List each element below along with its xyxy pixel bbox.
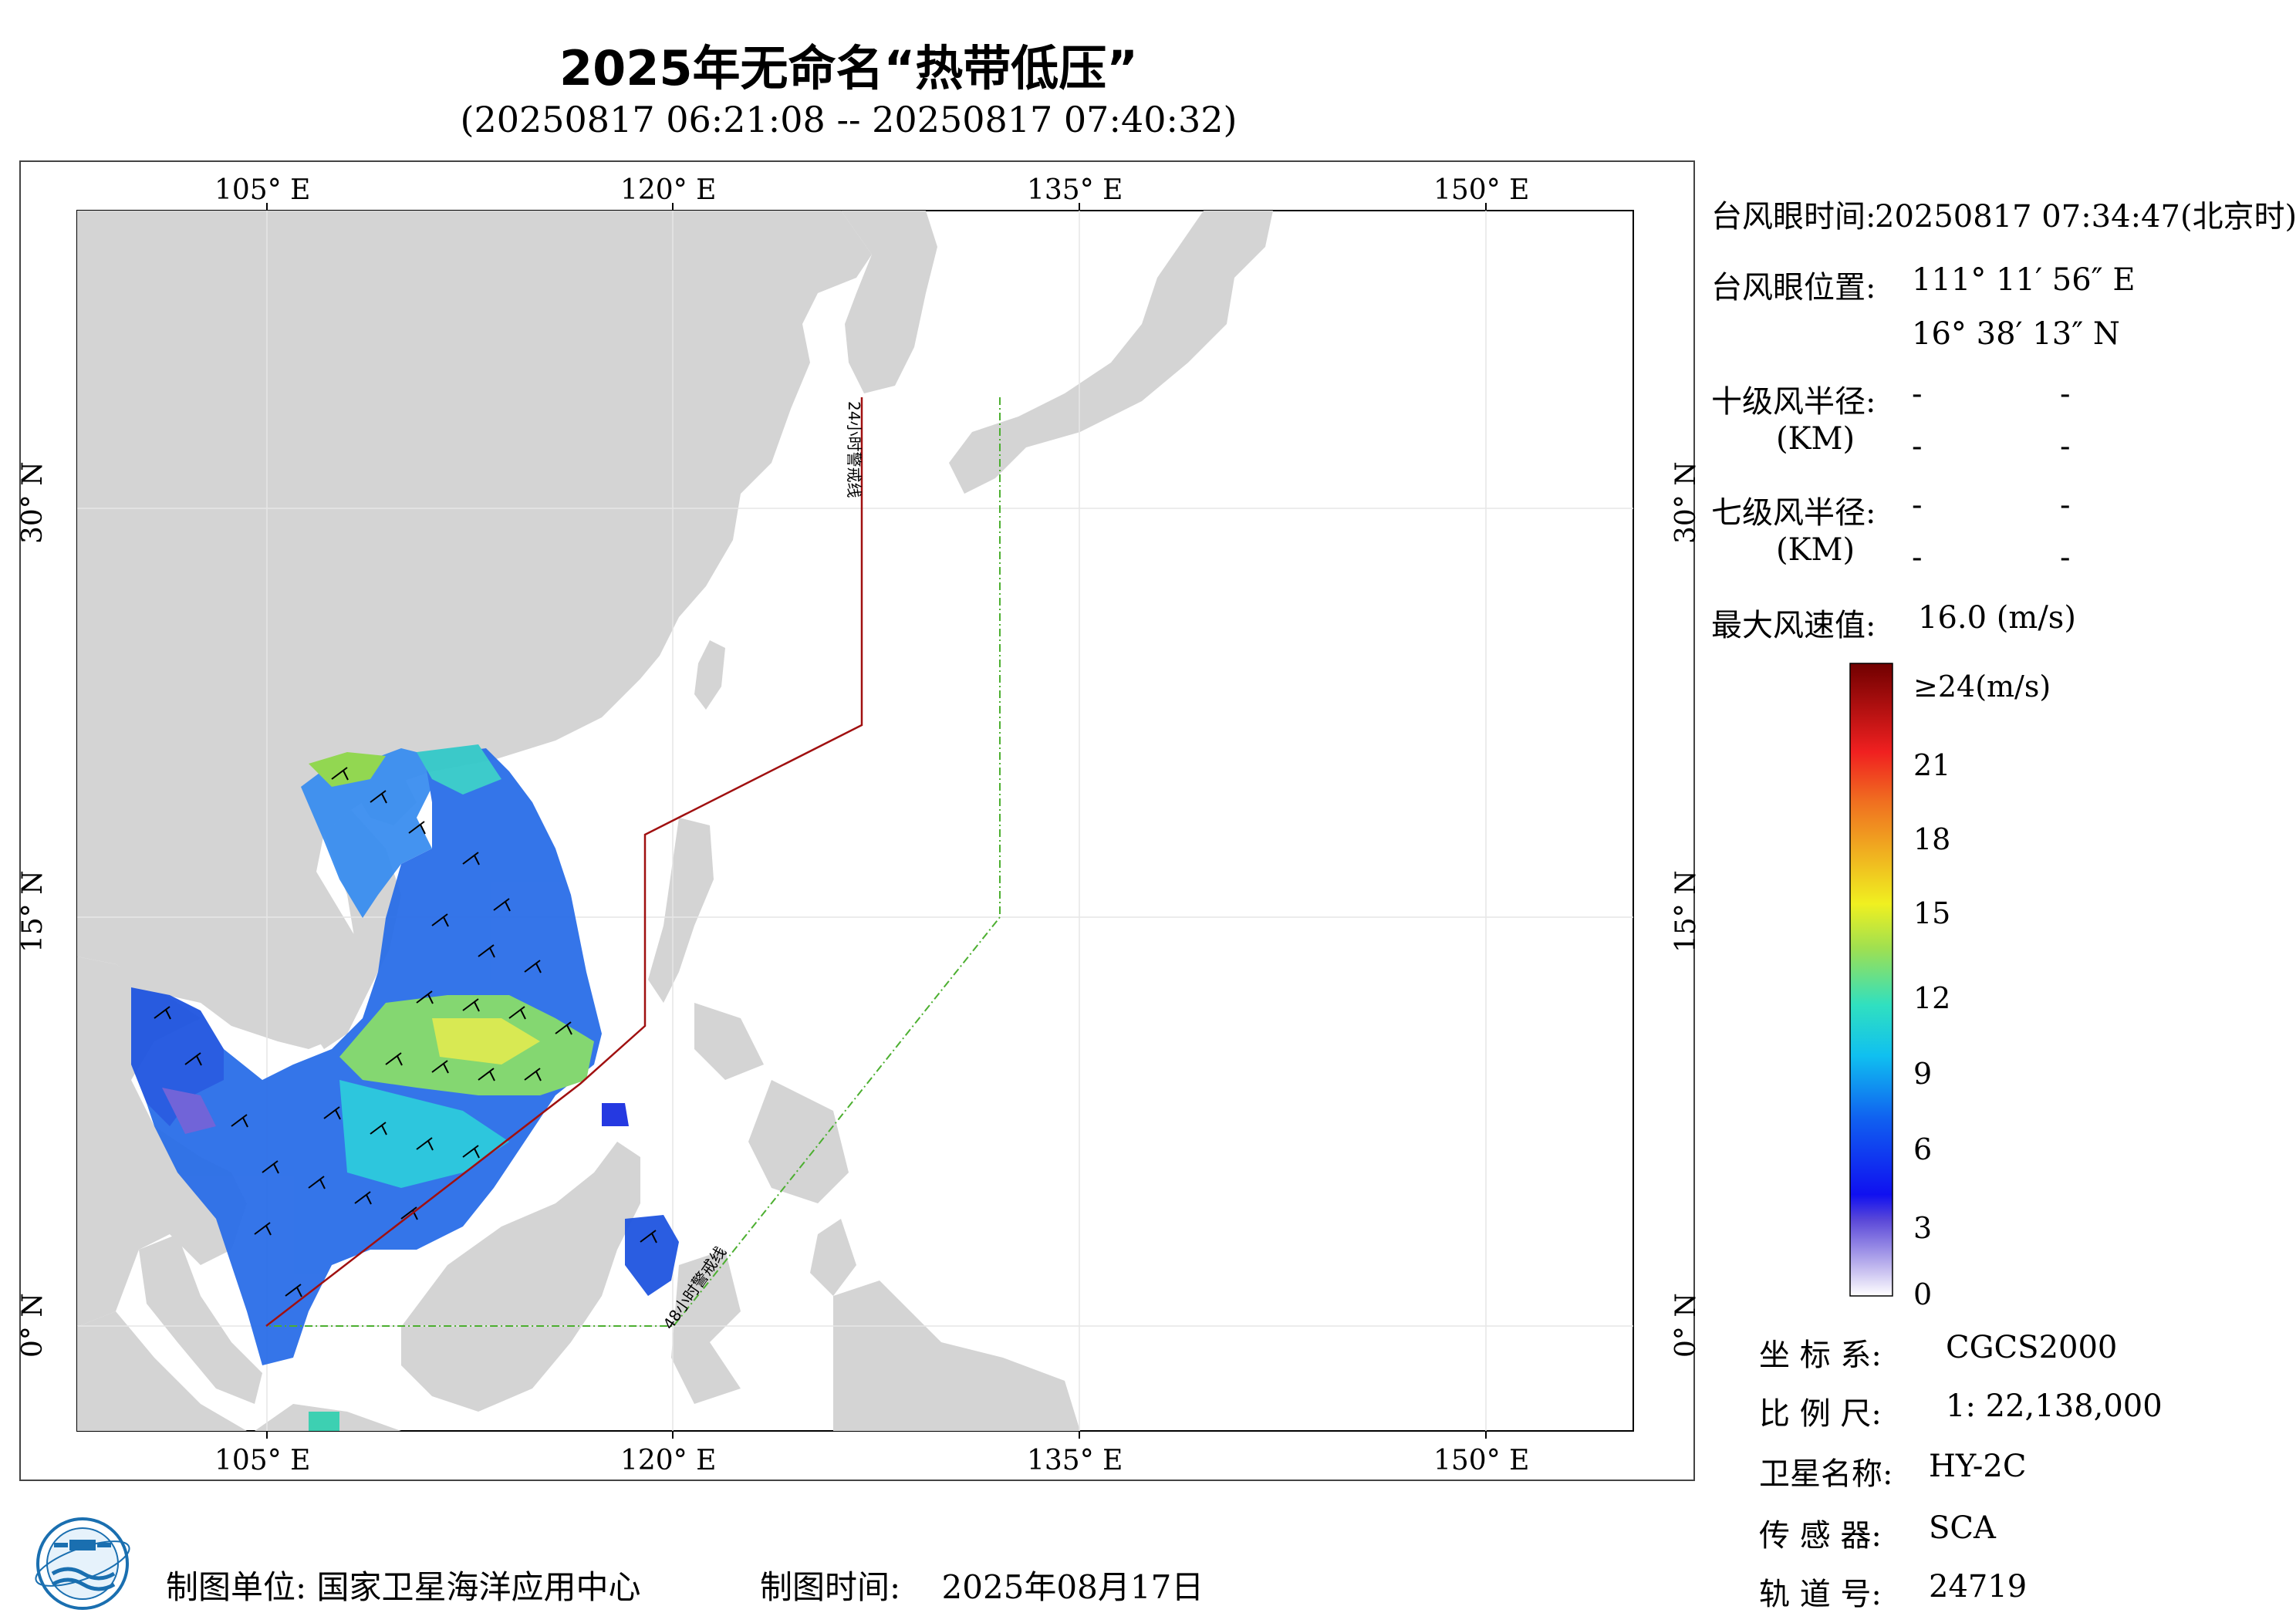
land-newguinea: [833, 1281, 1080, 1431]
max-wind-label: 最大风速值:: [1711, 608, 1876, 643]
sensor-label: 传 感 器:: [1759, 1518, 1882, 1554]
land-korea: [841, 211, 937, 393]
swath-small-1: [602, 1103, 629, 1126]
r7-dash-1: -: [1912, 488, 1923, 523]
footer-maker-value: 国家卫星海洋应用中心: [316, 1568, 641, 1606]
colorbar-label-9: 9: [1913, 1057, 1933, 1091]
lat-tick-left-15: 15° N: [17, 870, 49, 953]
r7-dash-2: -: [2060, 488, 2071, 523]
eye-time-label: 台风眼时间:: [1711, 199, 1876, 235]
satellite-value: HY-2C: [1929, 1449, 2027, 1484]
footer-time: 制图时间: 2025年08月17日: [760, 1561, 1204, 1608]
land-mindanao: [748, 1080, 849, 1203]
colorbar-label-18: 18: [1913, 822, 1951, 856]
wind-barbs: [154, 767, 657, 1297]
colorbar: [1849, 663, 1893, 1297]
land-malay: [139, 1234, 262, 1404]
r10-dash-4: -: [2060, 429, 2071, 464]
map-subtitle: (20250817 06:21:08 -- 20250817 07:40:32): [460, 99, 1237, 140]
lon-tick-bottom-150: 150° E: [1433, 1445, 1530, 1476]
lon-tick-top-105: 105° E: [214, 174, 311, 206]
lat-tick-right-30: 30° N: [1670, 461, 1702, 544]
eye-time-value: 20250817 07:34:47(北京时): [1875, 199, 2296, 235]
swath-gulf-thailand: [131, 987, 224, 1126]
lat-tick-right-15: 15° N: [1670, 870, 1702, 953]
warning-line-24h: [265, 397, 863, 1327]
lon-tick-bottom-135: 135° E: [1027, 1445, 1123, 1476]
r7-km-label: (KM): [1776, 532, 1855, 568]
r10-dash-3: -: [1912, 429, 1923, 464]
map-title: 2025年无命名“热带低压”: [559, 40, 1139, 96]
eye-pos-label: 台风眼位置:: [1711, 270, 1876, 305]
wind-speed-swath: [131, 744, 679, 1431]
colorbar-label-21: 21: [1913, 748, 1951, 782]
sensor-value: SCA: [1929, 1510, 1996, 1546]
lon-tick-bottom-120: 120° E: [620, 1445, 717, 1476]
r7-dash-4: -: [2060, 540, 2071, 575]
r7-dash-3: -: [1912, 540, 1923, 575]
r10-label: 十级风半径:: [1711, 384, 1876, 420]
lat-tick-right-0: 0° N: [1670, 1293, 1702, 1358]
land-luzon: [648, 818, 714, 1003]
swath-south-cyan: [339, 1080, 509, 1188]
colorbar-label-15: 15: [1913, 896, 1951, 930]
land-japan: [949, 211, 1273, 494]
land-sumatra: [77, 1311, 247, 1431]
lon-tick-bottom-105: 105° E: [214, 1445, 311, 1476]
land-taiwan: [694, 640, 725, 710]
swath-tonkin-cyan: [417, 744, 501, 795]
swath-tonkin-green: [309, 752, 386, 787]
land-visayas: [694, 1003, 764, 1080]
land-sulawesi: [671, 1250, 741, 1404]
lon-tick-top-120: 120° E: [620, 174, 717, 206]
colorbar-label-3: 3: [1913, 1211, 1933, 1245]
swath-gulf-tonkin: [301, 748, 432, 918]
lat-tick-left-30: 30° N: [17, 461, 49, 544]
crs-value: CGCS2000: [1946, 1330, 2118, 1365]
eye-lat-value: 16° 38′ 13″ N: [1912, 316, 2120, 352]
orbit-label: 轨 道 号:: [1759, 1577, 1882, 1612]
warning-label-24h: 24小时警戒线: [845, 401, 863, 498]
footer-time-label: 制图时间:: [760, 1568, 901, 1606]
max-wind-value: 16.0 (m/s): [1918, 600, 2076, 636]
colorbar-label-6: 6: [1913, 1132, 1933, 1166]
r7-label: 七级风半径:: [1711, 495, 1876, 531]
footer-maker-label: 制图单位:: [166, 1568, 307, 1606]
r10-dash-2: -: [2060, 376, 2071, 412]
orbit-value: 24719: [1929, 1569, 2028, 1604]
eye-lon-value: 111° 11′ 56″ E: [1912, 262, 2136, 298]
colorbar-label-0: 0: [1913, 1277, 1933, 1311]
nsoas-logo-icon: [35, 1517, 130, 1610]
satellite-label: 卫星名称:: [1759, 1456, 1893, 1492]
colorbar-label-12: 12: [1913, 981, 1951, 1015]
lat-tick-left-0: 0° N: [17, 1293, 49, 1358]
footer-maker: 制图单位: 国家卫星海洋应用中心: [166, 1561, 641, 1608]
land-borneo: [401, 1142, 640, 1412]
swath-sulu: [625, 1215, 679, 1296]
footer-time-value: 2025年08月17日: [941, 1568, 1204, 1606]
crs-label: 坐 标 系:: [1759, 1338, 1882, 1373]
land-halmahera: [810, 1219, 856, 1296]
scale-value: 1: 22,138,000: [1946, 1388, 2163, 1424]
swath-central-yellow: [432, 1018, 540, 1065]
lon-tick-top-135: 135° E: [1027, 174, 1123, 206]
swath-gulf-violet: [162, 1088, 216, 1134]
colorbar-label-24: ≥24(m/s): [1913, 670, 2051, 704]
swath-small-2: [309, 1412, 339, 1431]
map-frame: [19, 160, 1695, 1481]
lon-tick-top-150: 150° E: [1433, 174, 1530, 206]
r10-dash-1: -: [1912, 376, 1923, 412]
r10-km-label: (KM): [1776, 421, 1855, 457]
tick-marks: [266, 203, 1487, 1439]
scale-label: 比 例 尺:: [1759, 1396, 1882, 1432]
